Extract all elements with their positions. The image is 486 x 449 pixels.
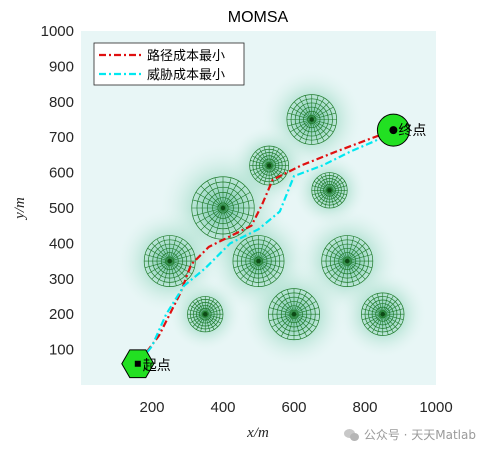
goal-point — [389, 126, 398, 135]
threat-zone-6 — [321, 235, 374, 288]
threat-zone-9 — [361, 292, 405, 336]
markers: 起点 终点 — [121, 113, 426, 379]
threat-zone-2 — [191, 176, 255, 240]
watermark-text: 公众号 · 天天Matlab — [363, 428, 476, 442]
watermark: 公众号 · 天天Matlab — [343, 426, 476, 443]
legend-label-1: 威胁成本最小 — [147, 68, 225, 83]
series-line-1 — [136, 129, 394, 365]
x-tick-label-0: 200 — [139, 399, 164, 416]
threat-zone-3 — [311, 172, 348, 209]
y-tick-label-0: 100 — [49, 342, 74, 359]
chart-title: MOMSA — [228, 9, 289, 26]
start-point — [134, 360, 141, 367]
y-tick-label-7: 800 — [49, 94, 74, 111]
x-tick-label-1: 400 — [210, 399, 235, 416]
y-tick-label-9: 1000 — [41, 23, 74, 40]
y-tick-label-5: 600 — [49, 165, 74, 182]
y-tick-label-3: 400 — [49, 235, 74, 252]
threat-zone-4 — [143, 235, 196, 288]
x-tick-label-3: 800 — [352, 399, 377, 416]
goal-label: 终点 — [398, 123, 426, 139]
x-axis-label: x/m — [246, 425, 269, 441]
y-tick-label-2: 300 — [49, 271, 74, 288]
x-tick-label-2: 600 — [281, 399, 306, 416]
start-label: 起点 — [143, 358, 171, 374]
y-tick-label-8: 900 — [49, 58, 74, 75]
threat-zone-8 — [268, 288, 320, 341]
threat-zone-7 — [187, 296, 224, 333]
paths — [136, 129, 394, 365]
series-line-0 — [136, 129, 394, 365]
threat-zone-0 — [286, 94, 337, 145]
y-tick-label-6: 700 — [49, 129, 74, 146]
y-tick-label-1: 200 — [49, 306, 74, 323]
threat-zone-5 — [232, 235, 285, 288]
x-tick-label-4: 1000 — [419, 399, 452, 416]
threat-zone-1 — [249, 145, 290, 186]
legend-label-0: 路径成本最小 — [147, 48, 225, 64]
y-axis-label: y/m — [12, 197, 28, 221]
axis-ticks: 200 400 600 800 1000 100 200 300 400 500 600 700 800… — [41, 23, 453, 416]
wechat-icon — [343, 428, 360, 441]
y-tick-label-4: 500 — [49, 200, 74, 217]
